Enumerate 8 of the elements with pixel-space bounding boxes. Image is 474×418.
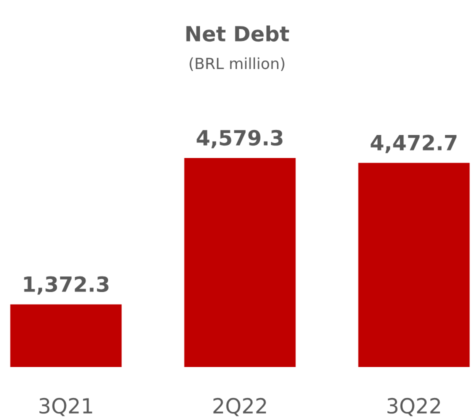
data-label: 4,579.3	[196, 130, 282, 148]
data-label: 4,472.7	[370, 134, 456, 154]
x-tick-label: 3Q21	[39, 398, 92, 416]
data-label: 1,372.3	[24, 276, 108, 295]
chart-title: Net Debt	[186, 25, 290, 42]
chart-subtitle: (BRL million)	[190, 57, 284, 72]
x-tick-label: 2Q22	[213, 398, 266, 416]
x-tick-label: 3Q22	[387, 398, 440, 416]
